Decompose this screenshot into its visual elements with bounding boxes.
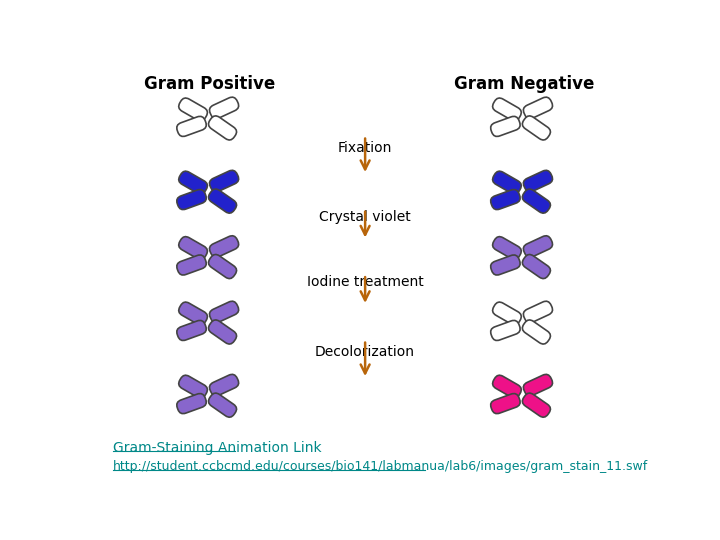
FancyBboxPatch shape (209, 254, 237, 279)
FancyBboxPatch shape (492, 302, 521, 325)
FancyBboxPatch shape (179, 302, 207, 325)
FancyBboxPatch shape (490, 116, 520, 137)
FancyBboxPatch shape (523, 301, 552, 323)
FancyBboxPatch shape (490, 190, 520, 210)
FancyBboxPatch shape (176, 116, 207, 137)
FancyBboxPatch shape (210, 374, 239, 396)
FancyBboxPatch shape (209, 393, 237, 417)
FancyBboxPatch shape (176, 190, 207, 210)
FancyBboxPatch shape (210, 97, 239, 119)
FancyBboxPatch shape (522, 254, 551, 279)
Text: Iodine treatment: Iodine treatment (307, 275, 423, 289)
FancyBboxPatch shape (492, 375, 521, 398)
FancyBboxPatch shape (176, 255, 207, 275)
FancyBboxPatch shape (490, 394, 520, 414)
FancyBboxPatch shape (523, 97, 552, 119)
FancyBboxPatch shape (179, 171, 207, 194)
Text: Crystal violet: Crystal violet (319, 210, 411, 224)
FancyBboxPatch shape (209, 116, 237, 140)
FancyBboxPatch shape (490, 320, 520, 341)
FancyBboxPatch shape (490, 255, 520, 275)
FancyBboxPatch shape (210, 170, 239, 192)
Text: Gram Negative: Gram Negative (454, 75, 594, 93)
FancyBboxPatch shape (209, 320, 237, 344)
FancyBboxPatch shape (522, 116, 551, 140)
FancyBboxPatch shape (179, 375, 207, 398)
FancyBboxPatch shape (492, 237, 521, 260)
FancyBboxPatch shape (523, 170, 552, 192)
FancyBboxPatch shape (492, 171, 521, 194)
Text: Gram-Staining Animation Link: Gram-Staining Animation Link (113, 441, 322, 455)
FancyBboxPatch shape (176, 320, 207, 341)
Text: Gram Positive: Gram Positive (145, 75, 276, 93)
FancyBboxPatch shape (522, 320, 551, 344)
FancyBboxPatch shape (210, 301, 239, 323)
FancyBboxPatch shape (492, 98, 521, 121)
Text: Fixation: Fixation (338, 140, 392, 154)
FancyBboxPatch shape (523, 236, 552, 258)
FancyBboxPatch shape (522, 189, 551, 213)
FancyBboxPatch shape (209, 189, 237, 213)
FancyBboxPatch shape (176, 394, 207, 414)
FancyBboxPatch shape (523, 374, 552, 396)
Text: http://student.ccbcmd.edu/courses/bio141/labmanua/lab6/images/gram_stain_11.swf: http://student.ccbcmd.edu/courses/bio141… (113, 460, 649, 473)
Text: Decolorization: Decolorization (315, 345, 415, 359)
FancyBboxPatch shape (210, 236, 239, 258)
FancyBboxPatch shape (179, 98, 207, 121)
FancyBboxPatch shape (522, 393, 551, 417)
FancyBboxPatch shape (179, 237, 207, 260)
